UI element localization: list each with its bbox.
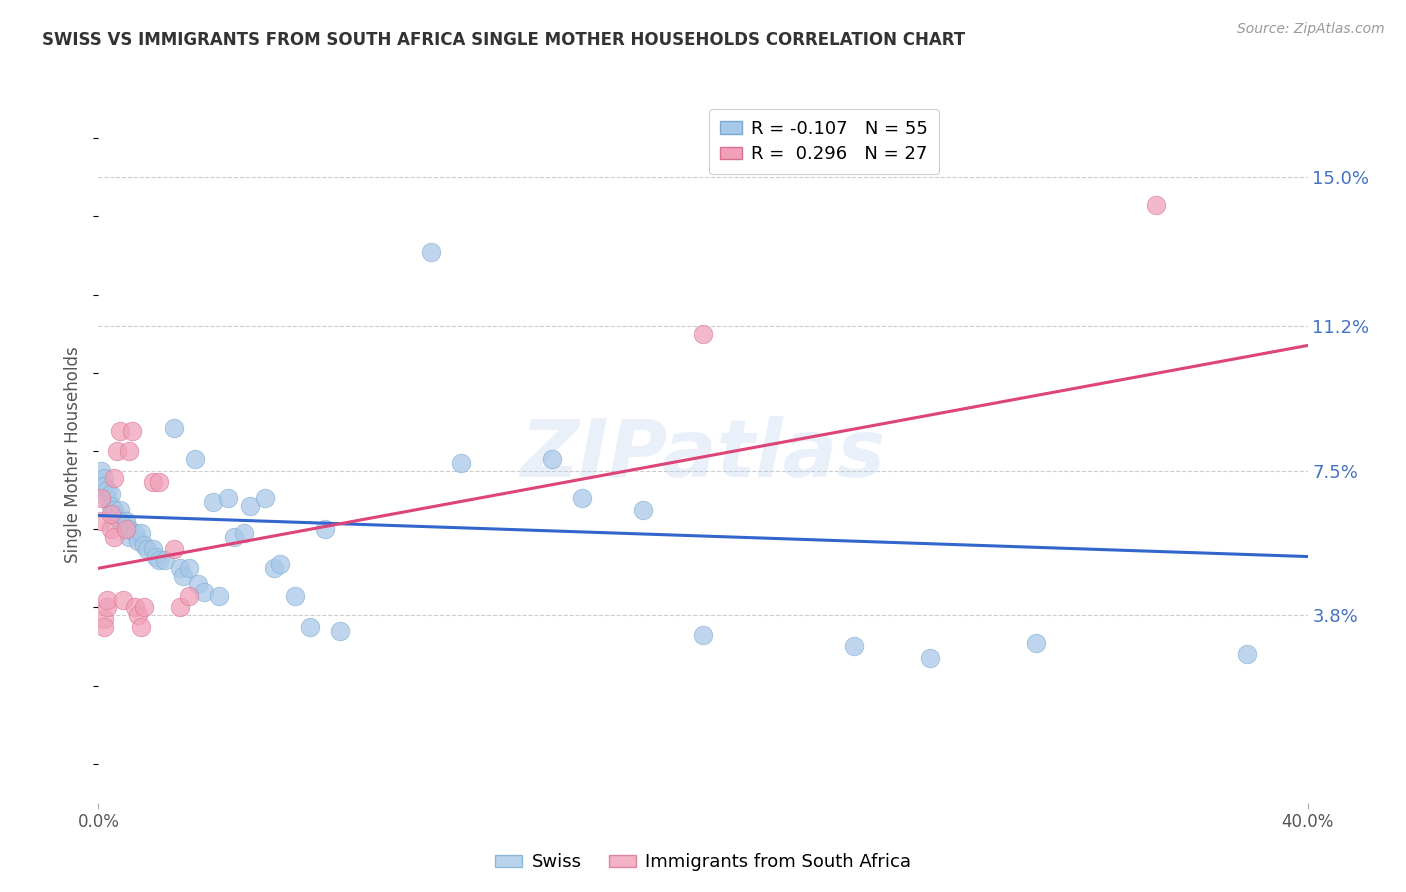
Point xyxy=(571,491,593,505)
Point xyxy=(96,600,118,615)
Point xyxy=(105,444,128,458)
Point xyxy=(127,608,149,623)
Point xyxy=(184,451,207,466)
Point xyxy=(187,577,209,591)
Point xyxy=(253,491,276,505)
Point xyxy=(129,620,152,634)
Legend: Swiss, Immigrants from South Africa: Swiss, Immigrants from South Africa xyxy=(488,847,918,879)
Point xyxy=(145,549,167,564)
Point xyxy=(299,620,322,634)
Point xyxy=(224,530,246,544)
Point xyxy=(93,620,115,634)
Point xyxy=(111,592,134,607)
Point xyxy=(314,522,336,536)
Point xyxy=(103,530,125,544)
Point xyxy=(127,533,149,548)
Point xyxy=(100,499,122,513)
Point xyxy=(169,561,191,575)
Point xyxy=(93,471,115,485)
Point xyxy=(269,558,291,572)
Point xyxy=(129,526,152,541)
Point xyxy=(179,589,201,603)
Text: ZIPatlas: ZIPatlas xyxy=(520,416,886,494)
Legend: R = -0.107   N = 55, R =  0.296   N = 27: R = -0.107 N = 55, R = 0.296 N = 27 xyxy=(709,109,939,174)
Point xyxy=(163,420,186,434)
Point xyxy=(1024,635,1046,649)
Point xyxy=(153,553,176,567)
Point xyxy=(142,475,165,490)
Point xyxy=(148,475,170,490)
Point xyxy=(96,592,118,607)
Text: SWISS VS IMMIGRANTS FROM SOUTH AFRICA SINGLE MOTHER HOUSEHOLDS CORRELATION CHART: SWISS VS IMMIGRANTS FROM SOUTH AFRICA SI… xyxy=(42,31,966,49)
Point xyxy=(105,510,128,524)
Point xyxy=(100,507,122,521)
Point xyxy=(121,425,143,439)
Point xyxy=(114,514,136,528)
Point xyxy=(93,479,115,493)
Point xyxy=(284,589,307,603)
Point xyxy=(100,522,122,536)
Point xyxy=(1144,198,1167,212)
Point xyxy=(124,526,146,541)
Point xyxy=(103,507,125,521)
Point xyxy=(90,514,112,528)
Point xyxy=(93,612,115,626)
Point xyxy=(169,600,191,615)
Point xyxy=(540,451,562,466)
Point xyxy=(118,444,141,458)
Y-axis label: Single Mother Households: Single Mother Households xyxy=(65,347,83,563)
Point xyxy=(179,561,201,575)
Point xyxy=(132,538,155,552)
Point xyxy=(420,244,443,259)
Point xyxy=(135,541,157,556)
Point xyxy=(232,526,254,541)
Point xyxy=(142,541,165,556)
Point xyxy=(692,326,714,341)
Point xyxy=(631,502,654,516)
Point xyxy=(114,522,136,536)
Point xyxy=(148,553,170,567)
Point xyxy=(103,471,125,485)
Point xyxy=(239,499,262,513)
Point xyxy=(108,425,131,439)
Point xyxy=(172,569,194,583)
Point xyxy=(193,584,215,599)
Point xyxy=(692,628,714,642)
Point xyxy=(263,561,285,575)
Point xyxy=(90,491,112,505)
Point xyxy=(329,624,352,638)
Point xyxy=(202,495,225,509)
Point xyxy=(217,491,239,505)
Text: Source: ZipAtlas.com: Source: ZipAtlas.com xyxy=(1237,22,1385,37)
Point xyxy=(100,487,122,501)
Point xyxy=(96,483,118,497)
Point xyxy=(103,502,125,516)
Point xyxy=(163,541,186,556)
Point xyxy=(844,640,866,654)
Point xyxy=(124,600,146,615)
Point xyxy=(96,491,118,505)
Point xyxy=(111,518,134,533)
Point xyxy=(918,651,941,665)
Point xyxy=(108,514,131,528)
Point xyxy=(118,530,141,544)
Point xyxy=(118,522,141,536)
Point xyxy=(90,464,112,478)
Point xyxy=(132,600,155,615)
Point xyxy=(1236,647,1258,661)
Point xyxy=(208,589,231,603)
Point xyxy=(450,456,472,470)
Point xyxy=(108,502,131,516)
